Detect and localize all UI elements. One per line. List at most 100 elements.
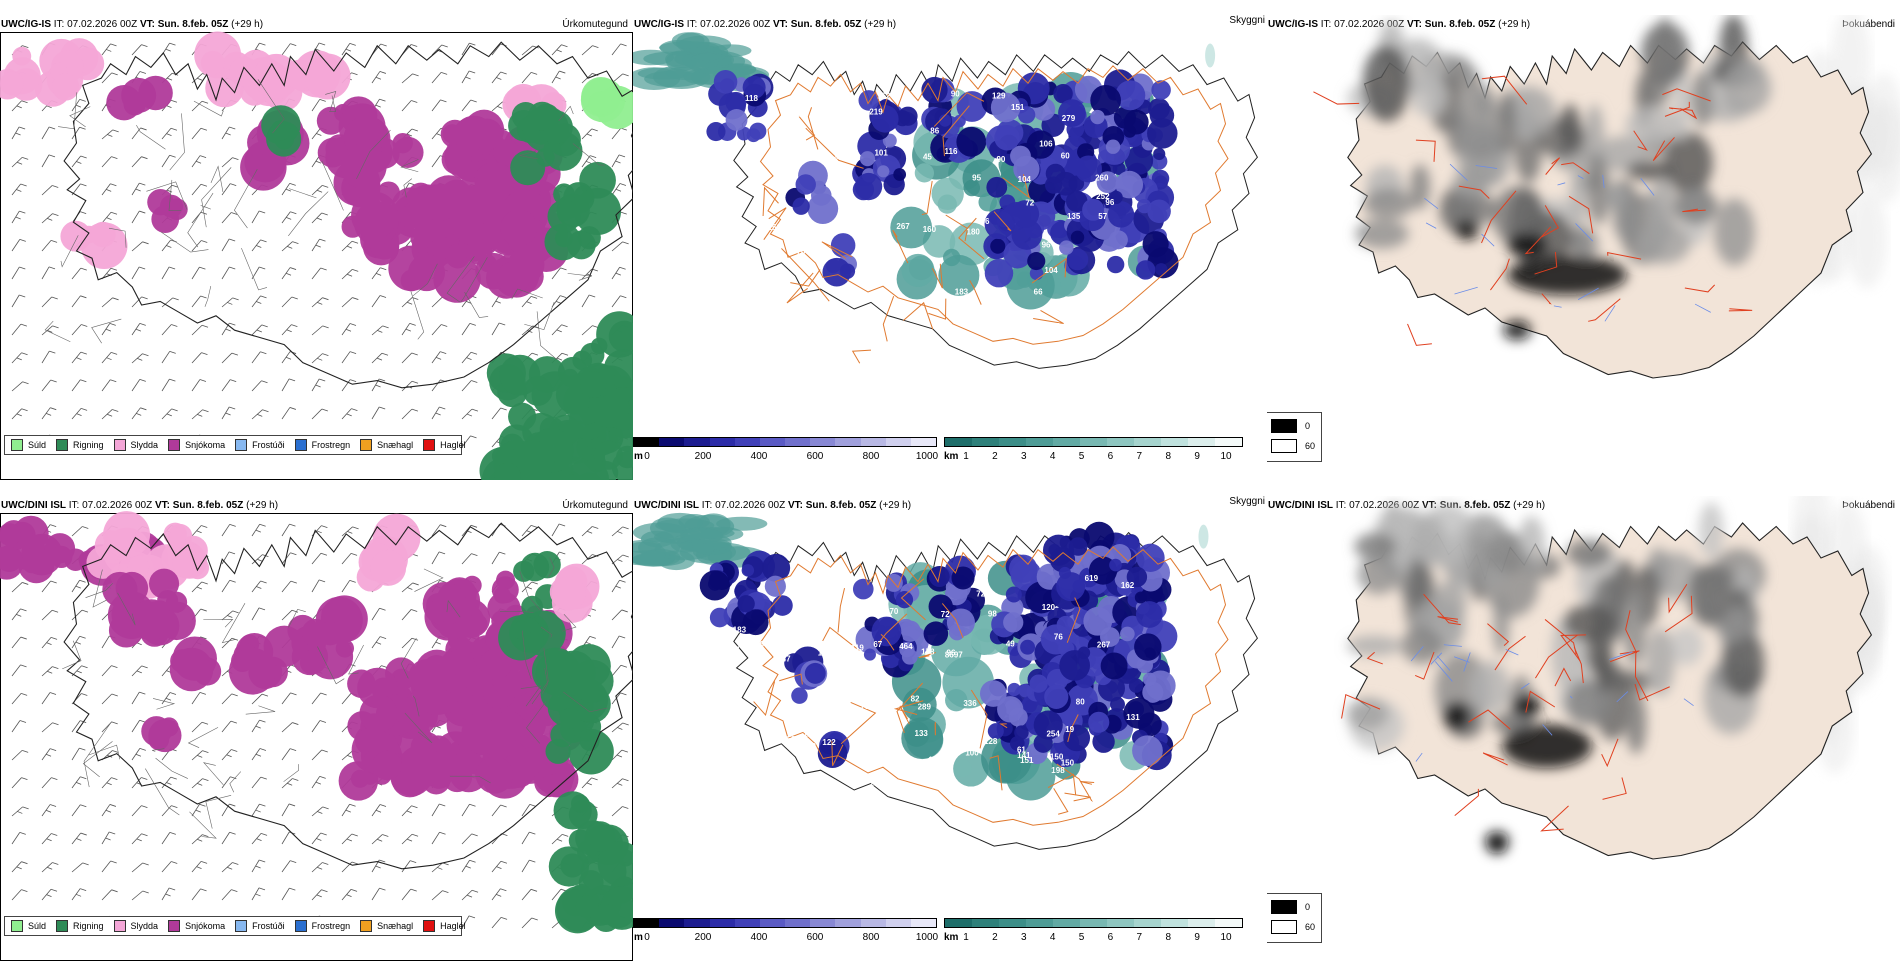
colorbar-m-segment — [634, 919, 660, 927]
model-name: UWC/IG-IS — [1268, 19, 1318, 30]
vt-value: Sun. 8.feb. 05Z — [157, 19, 229, 30]
cloud-base-label: 72 — [941, 610, 950, 619]
cloud-base-label: 104 — [839, 205, 853, 214]
lead-time: (+29 h) — [864, 19, 897, 30]
colorbar-m-segment — [885, 919, 911, 927]
precip-panel-name: Úrkomutegund — [562, 500, 628, 511]
cloud-base-label: 160 — [923, 225, 937, 234]
cloud-base-label: 102 — [749, 278, 763, 287]
cloud-base-label: 254 — [1046, 729, 1060, 738]
cloud-base-label: 86 — [957, 739, 966, 748]
cloud-base-label: 129 — [868, 253, 882, 262]
colorbar-m-tick: 200 — [694, 451, 712, 462]
colorbar-km-tick: 7 — [1136, 932, 1143, 943]
colorbar-km-tick: 4 — [1049, 932, 1056, 943]
colorbar-km-segment — [1053, 438, 1080, 446]
cloud-base-label: 279 — [1062, 114, 1076, 123]
legend-label: Frostregn — [311, 440, 351, 450]
cloud-base-label: 464 — [899, 642, 913, 651]
colorbar-km-segment — [1188, 919, 1215, 927]
colorbar-km-segment — [1215, 919, 1242, 927]
cloud-base-label: 83 — [1089, 800, 1098, 809]
legend-swatch — [423, 920, 436, 932]
cloud-base-label: 94 — [780, 151, 789, 160]
legend-swatch — [113, 439, 126, 451]
precip-legend-item: Snæhagl — [360, 439, 413, 451]
legend-swatch — [113, 920, 126, 932]
lead-time: (+29 h) — [231, 19, 264, 30]
colorbar-km-tick: 6 — [1107, 932, 1114, 943]
cloud-base-label: 67 — [873, 640, 882, 649]
cloud-base-label: 58 — [780, 139, 789, 148]
precip-legend-item: Slydda — [113, 920, 158, 932]
fog-legend-item: 0 — [1271, 900, 1310, 914]
colorbar-km-segment — [972, 438, 999, 446]
cloud-panel: UWC/IG-IS IT: 07.02.2026 00Z VT: Sun. 8.… — [633, 15, 1267, 480]
legend-swatch — [168, 439, 181, 451]
colorbar-km-segment — [1107, 438, 1134, 446]
fog-panel: UWC/IG-IS IT: 07.02.2026 00Z VT: Sun. 8.… — [1267, 15, 1900, 480]
colorbar-km-tick: 1 — [963, 932, 969, 943]
cloud-base-label: 72 — [1025, 198, 1034, 207]
cloud-base-label: 155 — [818, 648, 832, 657]
cloud-base-label: 60 — [1061, 152, 1070, 161]
colorbar-km-segment — [1161, 919, 1188, 927]
colorbar-km-tick: 9 — [1194, 932, 1200, 943]
fog-legend-swatch — [1271, 920, 1297, 934]
legend-swatch — [235, 439, 248, 451]
cloud-base-label: 61 — [1017, 746, 1026, 755]
legend-label: Frostregn — [311, 921, 351, 931]
cloud-base-label: 178 — [921, 648, 935, 657]
fog-legend-swatch — [1271, 419, 1297, 433]
colorbar-km-tick: 3 — [1020, 451, 1027, 462]
cloud-base-label: 78 — [860, 702, 869, 711]
cloud-base-label: 85 — [1043, 797, 1052, 806]
legend-swatch — [360, 439, 373, 451]
cloud-base-label: 131 — [1126, 713, 1140, 722]
precip-legend-item: Snæhagl — [360, 920, 413, 932]
cloud-base-label: 129 — [992, 92, 1006, 101]
cloud-base-label: 96 — [1105, 198, 1114, 207]
colorbar-km-tick: 10 — [1220, 451, 1232, 462]
colorbar-m-tick: 600 — [806, 451, 824, 462]
it-value: 07.02.2026 00Z — [1334, 19, 1405, 30]
cloud-base-label: 119 — [851, 643, 864, 652]
cloud-base-label: 188 — [1081, 321, 1095, 330]
cloud-base-label: 86 — [930, 126, 939, 135]
cloud-base-label: 19 — [1065, 725, 1074, 734]
lead-time: (+29 h) — [246, 500, 279, 511]
cloud-base-label: 128 — [984, 737, 998, 746]
cloud-base-label: 466 — [976, 217, 990, 226]
colorbar-m-segment — [759, 438, 786, 446]
colorbar-km-segment — [1053, 919, 1080, 927]
cloud-base-label: 118 — [745, 94, 758, 103]
colorbar-km — [944, 437, 1243, 447]
fog-map — [1341, 496, 1888, 860]
cloud-base-label: 141 — [1017, 751, 1031, 760]
cloud-base-label: 289 — [918, 703, 932, 712]
lead-time: (+29 h) — [1513, 500, 1546, 511]
colorbar-m-segment — [860, 438, 886, 446]
fog-legend: 0 60 — [1267, 412, 1322, 462]
cloud-base-label: 140 — [885, 744, 899, 753]
precip-panel-title: UWC/IG-IS IT: 07.02.2026 00Z VT: Sun. 8.… — [1, 19, 263, 31]
cloud-base-label: 150 — [1050, 753, 1064, 762]
cloud-base-label: 104 — [1018, 175, 1032, 184]
colorbar-m-segment — [684, 438, 710, 446]
vt-label: VT: — [139, 19, 155, 30]
it-label: IT: — [701, 500, 713, 511]
cloud-base-label: 100 — [965, 749, 979, 758]
legend-swatch — [294, 439, 307, 451]
colorbar-km-tick: 7 — [1136, 451, 1143, 462]
cloud-base-label: 219 — [869, 108, 883, 117]
colorbar-km-segment — [1134, 919, 1161, 927]
colorbar-km-segment — [945, 438, 972, 446]
colorbar-km — [944, 918, 1243, 928]
colorbar-km-segment — [1107, 919, 1134, 927]
model-name: UWC/IG-IS — [1, 19, 51, 30]
fog-panel: UWC/DINI ISL IT: 07.02.2026 00Z VT: Sun.… — [1267, 496, 1900, 961]
cloud-base-label: 60 — [759, 640, 768, 649]
vt-label: VT: — [1421, 500, 1437, 511]
legend-label: Snæhagl — [377, 921, 414, 931]
vt-value: Sun. 8.feb. 05Z — [805, 500, 877, 511]
